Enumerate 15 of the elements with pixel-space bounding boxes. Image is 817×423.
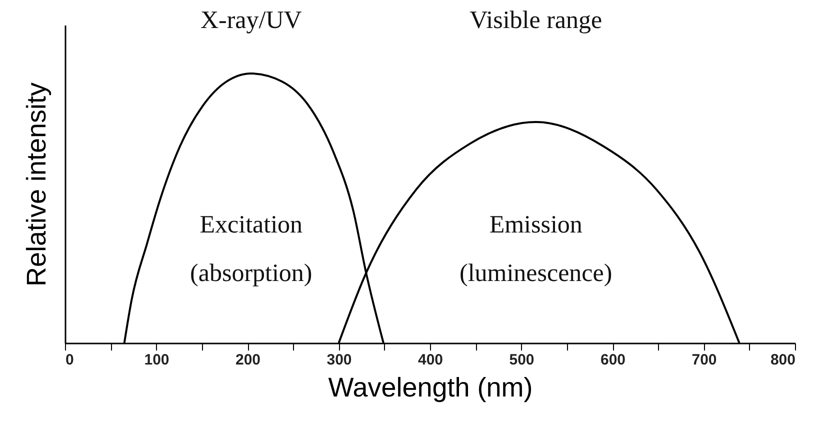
x-tick-label: 300 [326,352,352,368]
x-tick-label: 200 [235,352,261,368]
series-label: Excitation (absorption) [190,211,312,287]
series-label: Emission (luminescence) [460,211,612,287]
x-tick-label: 600 [600,352,626,368]
x-axis-title: Wavelength (nm) [328,372,533,402]
x-tick-label: 400 [418,352,444,368]
x-tick-label: 0 [66,352,74,368]
x-tick-label: 500 [509,352,534,368]
x-tick-label: 800 [770,352,796,368]
y-axis-title: Relative intensity [22,82,52,287]
x-tick-label: 100 [144,352,170,368]
text: Visible range [470,7,602,34]
text: X-ray/UV [200,7,302,34]
x-tick-label: 700 [692,352,717,368]
